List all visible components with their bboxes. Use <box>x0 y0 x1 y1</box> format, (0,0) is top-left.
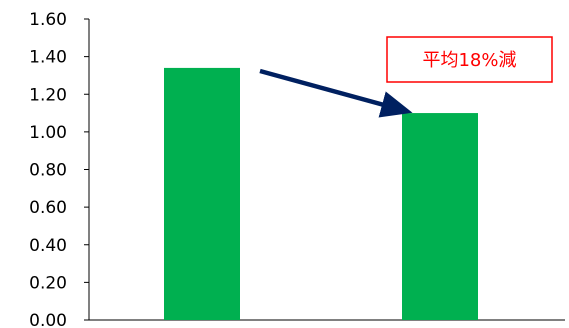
y-tick-label: 0.60 <box>29 198 67 218</box>
y-tick-label: 1.20 <box>29 85 67 105</box>
bar-2 <box>402 113 478 320</box>
y-tick-label: 0.20 <box>29 273 67 293</box>
y-tick-label: 0.80 <box>29 161 67 181</box>
annotation-box <box>386 36 553 83</box>
annotation-text: 平均18%減 <box>422 50 516 71</box>
y-tick-label: 1.60 <box>29 10 67 30</box>
bars <box>164 67 478 320</box>
bar-1 <box>164 67 240 320</box>
y-axis: 0.00 0.20 0.40 0.60 0.80 1.00 1.20 1.40 1.60 <box>29 10 90 328</box>
y-tick-label: 0.00 <box>29 311 67 328</box>
y-tick-label: 1.00 <box>29 123 67 143</box>
y-tick-label: 0.40 <box>29 236 67 256</box>
decrease-arrow <box>259 68 413 118</box>
decrease-annotation: 平均18%減 <box>386 36 553 83</box>
y-tick-label: 1.40 <box>29 48 67 68</box>
